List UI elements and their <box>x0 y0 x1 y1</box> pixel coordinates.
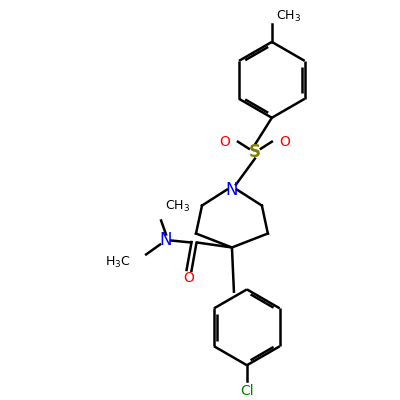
Text: CH$_3$: CH$_3$ <box>165 199 190 214</box>
Text: H$_3$C: H$_3$C <box>104 255 130 270</box>
Text: CH$_3$: CH$_3$ <box>276 8 301 24</box>
Text: O: O <box>279 135 290 149</box>
Text: O: O <box>220 135 230 149</box>
Text: S: S <box>249 143 261 161</box>
Text: Cl: Cl <box>240 384 254 398</box>
Text: O: O <box>184 272 194 286</box>
Text: N: N <box>226 181 238 199</box>
Text: N: N <box>160 232 172 250</box>
